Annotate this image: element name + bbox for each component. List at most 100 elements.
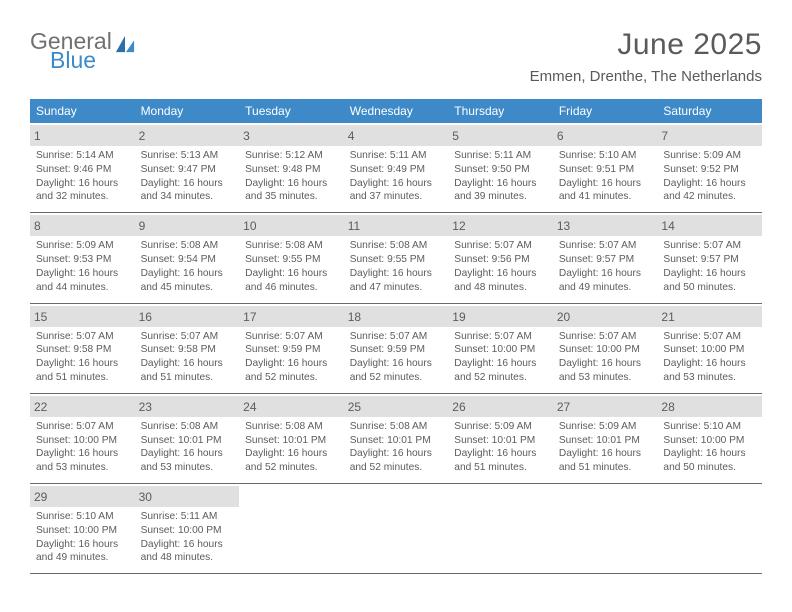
day-cell: 13 Sunrise: 5:07 AMSunset: 9:57 PMDayligh…: [553, 213, 658, 302]
day-number: 14: [657, 215, 762, 236]
day-body: Sunrise: 5:13 AMSunset: 9:47 PMDaylight:…: [137, 149, 234, 204]
day-cell: 20Sunrise: 5:07 AMSunset: 10:00 PMDaylig…: [553, 304, 658, 393]
sunset-text: Sunset: 10:01 PM: [555, 434, 652, 448]
week-row: 1Sunrise: 5:14 AMSunset: 9:46 PMDaylight…: [30, 123, 762, 213]
sunrise-text: Sunrise: 5:13 AM: [137, 149, 234, 163]
sunset-text: Sunset: 10:01 PM: [137, 434, 234, 448]
calendar-grid: Sunday Monday Tuesday Wednesday Thursday…: [30, 99, 762, 574]
daylight-text-1: Daylight: 16 hours: [137, 267, 234, 281]
weekday-header: Wednesday: [344, 99, 449, 123]
day-number: 28: [657, 396, 762, 417]
sunrise-text: Sunrise: 5:07 AM: [346, 330, 443, 344]
sunset-text: Sunset: 9:55 PM: [346, 253, 443, 267]
sunrise-text: Sunrise: 5:07 AM: [241, 330, 338, 344]
day-number: 13: [553, 215, 658, 236]
calendar-page: General Blue June 2025 Emmen, Drenthe, T…: [0, 0, 792, 594]
day-cell: 14 Sunrise: 5:07 AMSunset: 9:57 PMDayligh…: [657, 213, 762, 302]
daylight-text-1: Daylight: 16 hours: [346, 357, 443, 371]
daylight-text-1: Daylight: 16 hours: [137, 538, 234, 552]
sunrise-text: Sunrise: 5:11 AM: [137, 510, 234, 524]
daylight-text-1: Daylight: 16 hours: [659, 177, 756, 191]
empty-cell: [657, 484, 762, 573]
sunrise-text: Sunrise: 5:07 AM: [32, 420, 129, 434]
day-number: 10: [239, 215, 344, 236]
daylight-text-1: Daylight: 16 hours: [137, 177, 234, 191]
sunset-text: Sunset: 10:01 PM: [346, 434, 443, 448]
daylight-text-1: Daylight: 16 hours: [346, 177, 443, 191]
sunrise-text: Sunrise: 5:11 AM: [346, 149, 443, 163]
sunset-text: Sunset: 9:57 PM: [555, 253, 652, 267]
daylight-text-1: Daylight: 16 hours: [241, 177, 338, 191]
sunset-text: Sunset: 9:46 PM: [32, 163, 129, 177]
day-number: 30: [135, 486, 240, 507]
location-text: Emmen, Drenthe, The Netherlands: [530, 68, 762, 85]
day-cell: 24Sunrise: 5:08 AMSunset: 10:01 PMDaylig…: [239, 394, 344, 483]
sunrise-text: Sunrise: 5:08 AM: [137, 420, 234, 434]
day-body: Sunrise: 5:10 AMSunset: 10:00 PMDaylight…: [659, 420, 756, 475]
day-body: Sunrise: 5:11 AMSunset: 9:49 PMDaylight:…: [346, 149, 443, 204]
daylight-text-2: and 42 minutes.: [659, 190, 756, 204]
daylight-text-2: and 53 minutes.: [137, 461, 234, 475]
daylight-text-2: and 44 minutes.: [32, 281, 129, 295]
day-number: 3: [239, 125, 344, 146]
day-cell: 6Sunrise: 5:10 AMSunset: 9:51 PMDaylight…: [553, 123, 658, 212]
daylight-text-1: Daylight: 16 hours: [346, 267, 443, 281]
sunrise-text: Sunrise: 5:10 AM: [659, 420, 756, 434]
daylight-text-2: and 49 minutes.: [32, 551, 129, 565]
sunset-text: Sunset: 9:56 PM: [450, 253, 547, 267]
daylight-text-2: and 52 minutes.: [346, 461, 443, 475]
weekday-header: Saturday: [657, 99, 762, 123]
sunset-text: Sunset: 9:51 PM: [555, 163, 652, 177]
day-body: Sunrise: 5:07 AMSunset: 9:57 PMDaylight:…: [555, 239, 652, 294]
daylight-text-2: and 51 minutes.: [555, 461, 652, 475]
sunrise-text: Sunrise: 5:07 AM: [32, 330, 129, 344]
day-body: Sunrise: 5:07 AMSunset: 9:59 PMDaylight:…: [346, 330, 443, 385]
day-body: Sunrise: 5:08 AMSunset: 9:54 PMDaylight:…: [137, 239, 234, 294]
day-number: 11: [344, 215, 449, 236]
day-cell: 11Sunrise: 5:08 AMSunset: 9:55 PMDayligh…: [344, 213, 449, 302]
daylight-text-1: Daylight: 16 hours: [555, 357, 652, 371]
daylight-text-2: and 51 minutes.: [450, 461, 547, 475]
sunset-text: Sunset: 10:00 PM: [137, 524, 234, 538]
sunrise-text: Sunrise: 5:08 AM: [241, 420, 338, 434]
page-title: June 2025: [530, 28, 762, 62]
day-cell: 5Sunrise: 5:11 AMSunset: 9:50 PMDaylight…: [448, 123, 553, 212]
day-cell: 2Sunrise: 5:13 AMSunset: 9:47 PMDaylight…: [135, 123, 240, 212]
day-cell: 23Sunrise: 5:08 AMSunset: 10:01 PMDaylig…: [135, 394, 240, 483]
sunset-text: Sunset: 9:55 PM: [241, 253, 338, 267]
sunrise-text: Sunrise: 5:12 AM: [241, 149, 338, 163]
day-number: 16: [135, 306, 240, 327]
daylight-text-2: and 45 minutes.: [137, 281, 234, 295]
sunrise-text: Sunrise: 5:10 AM: [32, 510, 129, 524]
logo-text: General Blue: [30, 30, 112, 72]
day-cell: 19Sunrise: 5:07 AMSunset: 10:00 PMDaylig…: [448, 304, 553, 393]
day-body: Sunrise: 5:09 AMSunset: 10:01 PMDaylight…: [555, 420, 652, 475]
title-block: June 2025 Emmen, Drenthe, The Netherland…: [530, 28, 762, 85]
daylight-text-2: and 52 minutes.: [241, 371, 338, 385]
day-cell: 25Sunrise: 5:08 AMSunset: 10:01 PMDaylig…: [344, 394, 449, 483]
daylight-text-1: Daylight: 16 hours: [346, 447, 443, 461]
daylight-text-2: and 41 minutes.: [555, 190, 652, 204]
day-number: 8: [30, 215, 135, 236]
day-body: Sunrise: 5:08 AMSunset: 9:55 PMDaylight:…: [241, 239, 338, 294]
daylight-text-2: and 51 minutes.: [32, 371, 129, 385]
daylight-text-2: and 53 minutes.: [659, 371, 756, 385]
day-cell: 30 Sunrise: 5:11 AMSunset: 10:00 PMDaylig…: [135, 484, 240, 573]
day-body: Sunrise: 5:14 AMSunset: 9:46 PMDaylight:…: [32, 149, 129, 204]
day-body: Sunrise: 5:07 AMSunset: 9:57 PMDaylight:…: [659, 239, 756, 294]
daylight-text-1: Daylight: 16 hours: [659, 357, 756, 371]
sunrise-text: Sunrise: 5:08 AM: [241, 239, 338, 253]
daylight-text-1: Daylight: 16 hours: [32, 177, 129, 191]
day-cell: 10 Sunrise: 5:08 AMSunset: 9:55 PMDayligh…: [239, 213, 344, 302]
daylight-text-1: Daylight: 16 hours: [450, 177, 547, 191]
sunrise-text: Sunrise: 5:07 AM: [659, 239, 756, 253]
day-cell: 8Sunrise: 5:09 AMSunset: 9:53 PMDaylight…: [30, 213, 135, 302]
sunset-text: Sunset: 9:48 PM: [241, 163, 338, 177]
day-cell: 16Sunrise: 5:07 AMSunset: 9:58 PMDayligh…: [135, 304, 240, 393]
day-body: Sunrise: 5:11 AMSunset: 10:00 PMDaylight…: [137, 510, 234, 565]
sunset-text: Sunset: 9:58 PM: [137, 343, 234, 357]
day-cell: 21Sunrise: 5:07 AMSunset: 10:00 PMDaylig…: [657, 304, 762, 393]
sunset-text: Sunset: 9:59 PM: [346, 343, 443, 357]
day-number: 25: [344, 396, 449, 417]
day-body: Sunrise: 5:07 AMSunset: 9:58 PMDaylight:…: [32, 330, 129, 385]
